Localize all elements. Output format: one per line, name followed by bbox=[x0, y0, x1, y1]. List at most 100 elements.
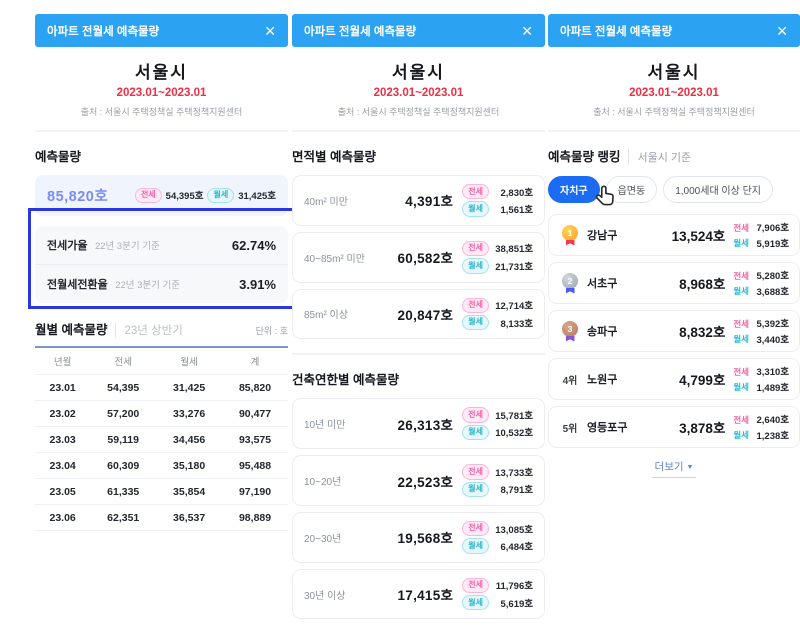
rates-box: 전세가율 22년 3분기 기준 62.74% 전월세전환율 22년 3분기 기준… bbox=[35, 226, 288, 303]
age-range-label: 30년 이상 bbox=[304, 590, 346, 602]
rates-section: 전세가율 22년 3분기 기준 62.74% 전월세전환율 22년 3분기 기준… bbox=[28, 208, 295, 309]
age-range-label: 20~30년 bbox=[304, 533, 342, 545]
tab-district[interactable]: 자치구 bbox=[548, 176, 600, 203]
period-label: 2023.01~2023.01 bbox=[116, 87, 207, 99]
jeonse-volume: 54,395호 bbox=[165, 191, 204, 203]
close-icon[interactable]: ✕ bbox=[776, 22, 788, 39]
cell: 35,854 bbox=[156, 478, 223, 505]
monthly-title: 월별 예측물량 bbox=[35, 323, 108, 337]
jeonse-badge: 전세 bbox=[462, 297, 489, 313]
forecast-section-title: 예측물량 bbox=[35, 150, 82, 164]
district-total: 8,968호 bbox=[679, 277, 726, 292]
district-name: 강남구 bbox=[587, 230, 618, 242]
type-values: 2,640호 1,238호 bbox=[756, 415, 789, 442]
cell: 23.06 bbox=[35, 504, 91, 531]
section-divider bbox=[35, 130, 288, 132]
wolse-value: 21,731호 bbox=[495, 261, 533, 273]
cell: 59,119 bbox=[90, 426, 157, 453]
cell: 23.05 bbox=[35, 478, 91, 505]
tab-large-complex[interactable]: 1,000세대 이상 단지 bbox=[663, 176, 773, 203]
area-total: 20,847호 bbox=[397, 307, 454, 323]
ranking-row[interactable]: 4위 노원구 4,799호 전세 월세 3,310호 1,489호 bbox=[548, 358, 800, 400]
ranking-row[interactable]: 5위 영등포구 3,878호 전세 월세 2,640호 1,238호 bbox=[548, 406, 800, 448]
cell: 95,488 bbox=[222, 452, 288, 479]
wolse-volume: 31,425호 bbox=[238, 191, 276, 203]
area-card: 40m² 미만 4,391호 전세 2,830호 월세 1,561호 bbox=[292, 175, 545, 226]
region-info: 서울시 2023.01~2023.01 출처 : 서울시 주택정책실 주택정책지… bbox=[292, 47, 545, 130]
modal-header: 아파트 전월세 예측물량 ✕ bbox=[292, 14, 545, 47]
period-label: 2023.01~2023.01 bbox=[629, 87, 719, 99]
wolse-badge: 월세 bbox=[462, 595, 489, 611]
cell: 36,537 bbox=[156, 504, 223, 531]
col-wolse: 월세 bbox=[156, 347, 223, 375]
ranking-row[interactable]: 2 서초구 8,968호 전세 월세 5,280호 3,688호 bbox=[548, 262, 800, 304]
wolse-value: 8,791호 bbox=[500, 485, 533, 497]
chevron-down-icon: ▼ bbox=[686, 464, 694, 471]
type-values: 5,392호 3,440호 bbox=[756, 319, 789, 346]
conversion-rate-basis: 22년 3분기 기준 bbox=[115, 280, 181, 291]
jeonse-badge: 전세 bbox=[462, 520, 489, 537]
period-label: 2023.01~2023.01 bbox=[373, 87, 464, 99]
district-name: 영등포구 bbox=[587, 422, 628, 434]
cell: 23.04 bbox=[35, 452, 91, 479]
forecast-summary-box: 85,820호 전세 54,395호 월세 31,425호 bbox=[35, 175, 288, 216]
monthly-table: 년월 전세 월세 계 23.01 54,395 31,425 85,820 23… bbox=[35, 346, 288, 531]
region-info: 서울시 2023.01~2023.01 출처 : 서울시 주택정책실 주택정책지… bbox=[35, 47, 288, 130]
age-range-label: 10~20년 bbox=[304, 477, 342, 489]
section-divider bbox=[292, 130, 545, 132]
source-label: 출처 : 서울시 주택정책실 주택정책지원센터 bbox=[593, 107, 755, 117]
district-total: 13,524호 bbox=[671, 229, 726, 244]
more-button[interactable]: 더보기 ▼ bbox=[651, 459, 697, 478]
age-card: 20~30년 19,568호 전세 13,085호 월세 6,484호 bbox=[292, 511, 545, 563]
district-total: 8,832호 bbox=[679, 325, 726, 340]
age-card: 10~20년 22,523호 전세 13,733호 월세 8,791호 bbox=[292, 455, 545, 506]
area-card: 40~85m² 미만 60,582호 전세 38,851호 월세 21,731호 bbox=[292, 231, 545, 283]
table-row: 23.05 61,335 35,854 97,190 bbox=[35, 478, 288, 505]
close-icon[interactable]: ✕ bbox=[521, 22, 533, 39]
total-volume: 85,820호 bbox=[47, 189, 109, 205]
ranking-row[interactable]: 1 강남구 13,524호 전세 월세 7,906호 5,919호 bbox=[548, 214, 800, 256]
age-total: 17,415호 bbox=[397, 588, 454, 604]
cell: 33,276 bbox=[156, 400, 223, 427]
summary-badges: 전세 54,395호 월세 31,425호 bbox=[134, 187, 276, 204]
rank-number: 4위 bbox=[562, 375, 578, 387]
jeonse-ratio-label: 전세가율 bbox=[47, 240, 88, 252]
jeonse-ratio-row: 전세가율 22년 3분기 기준 62.74% bbox=[35, 226, 288, 264]
close-icon[interactable]: ✕ bbox=[264, 22, 276, 39]
district-total: 4,799호 bbox=[679, 373, 726, 388]
jeonse-badge: 전세 bbox=[462, 577, 489, 594]
wolse-badge: 월세 bbox=[462, 481, 489, 497]
cell: 60,309 bbox=[90, 452, 157, 479]
modal-title: 아파트 전월세 예측물량 bbox=[47, 25, 160, 38]
more-section: 더보기 ▼ bbox=[548, 457, 800, 478]
ranking-section-header: 예측물량 랭킹 서울시 기준 bbox=[548, 146, 800, 165]
type-values: 5,280호 3,688호 bbox=[756, 271, 789, 298]
wolse-value: 5,619호 bbox=[500, 598, 533, 610]
jeonse-value: 13,085호 bbox=[495, 524, 533, 536]
cell: 23.01 bbox=[35, 374, 91, 401]
conversion-rate-row: 전월세전환율 22년 3분기 기준 3.91% bbox=[35, 264, 288, 303]
jeonse-badge: 전세 bbox=[134, 187, 162, 204]
monthly-unit: 단위 : 호 bbox=[255, 326, 288, 336]
ranking-scope: 서울시 기준 bbox=[628, 149, 691, 165]
age-card: 30년 이상 17,415호 전세 11,796호 월세 5,619호 bbox=[292, 568, 545, 620]
district-name: 송파구 bbox=[587, 326, 618, 338]
wolse-badge: 월세 bbox=[462, 538, 489, 554]
conversion-rate-value: 3.91% bbox=[239, 276, 276, 292]
modal-title: 아파트 전월세 예측물량 bbox=[560, 25, 673, 38]
modal-header: 아파트 전월세 예측물량 ✕ bbox=[548, 14, 800, 47]
ranking-title: 예측물량 랭킹 bbox=[548, 150, 621, 164]
type-labels: 전세 월세 bbox=[733, 318, 749, 344]
wolse-value: 10,532호 bbox=[495, 428, 533, 440]
district-name: 노원구 bbox=[587, 374, 618, 386]
jeonse-badge: 전세 bbox=[462, 240, 489, 257]
wolse-badge: 월세 bbox=[462, 314, 489, 331]
col-yearmonth: 년월 bbox=[35, 347, 91, 375]
cell: 90,477 bbox=[222, 400, 288, 427]
ranking-row[interactable]: 3 송파구 8,832호 전세 월세 5,392호 3,440호 bbox=[548, 310, 800, 352]
bronze-medal-icon: 3 bbox=[559, 320, 581, 342]
area-range-label: 40m² 미만 bbox=[304, 196, 348, 208]
cell: 97,190 bbox=[222, 478, 288, 505]
type-labels: 전세 월세 bbox=[733, 414, 749, 440]
jeonse-value: 15,781호 bbox=[495, 411, 533, 423]
